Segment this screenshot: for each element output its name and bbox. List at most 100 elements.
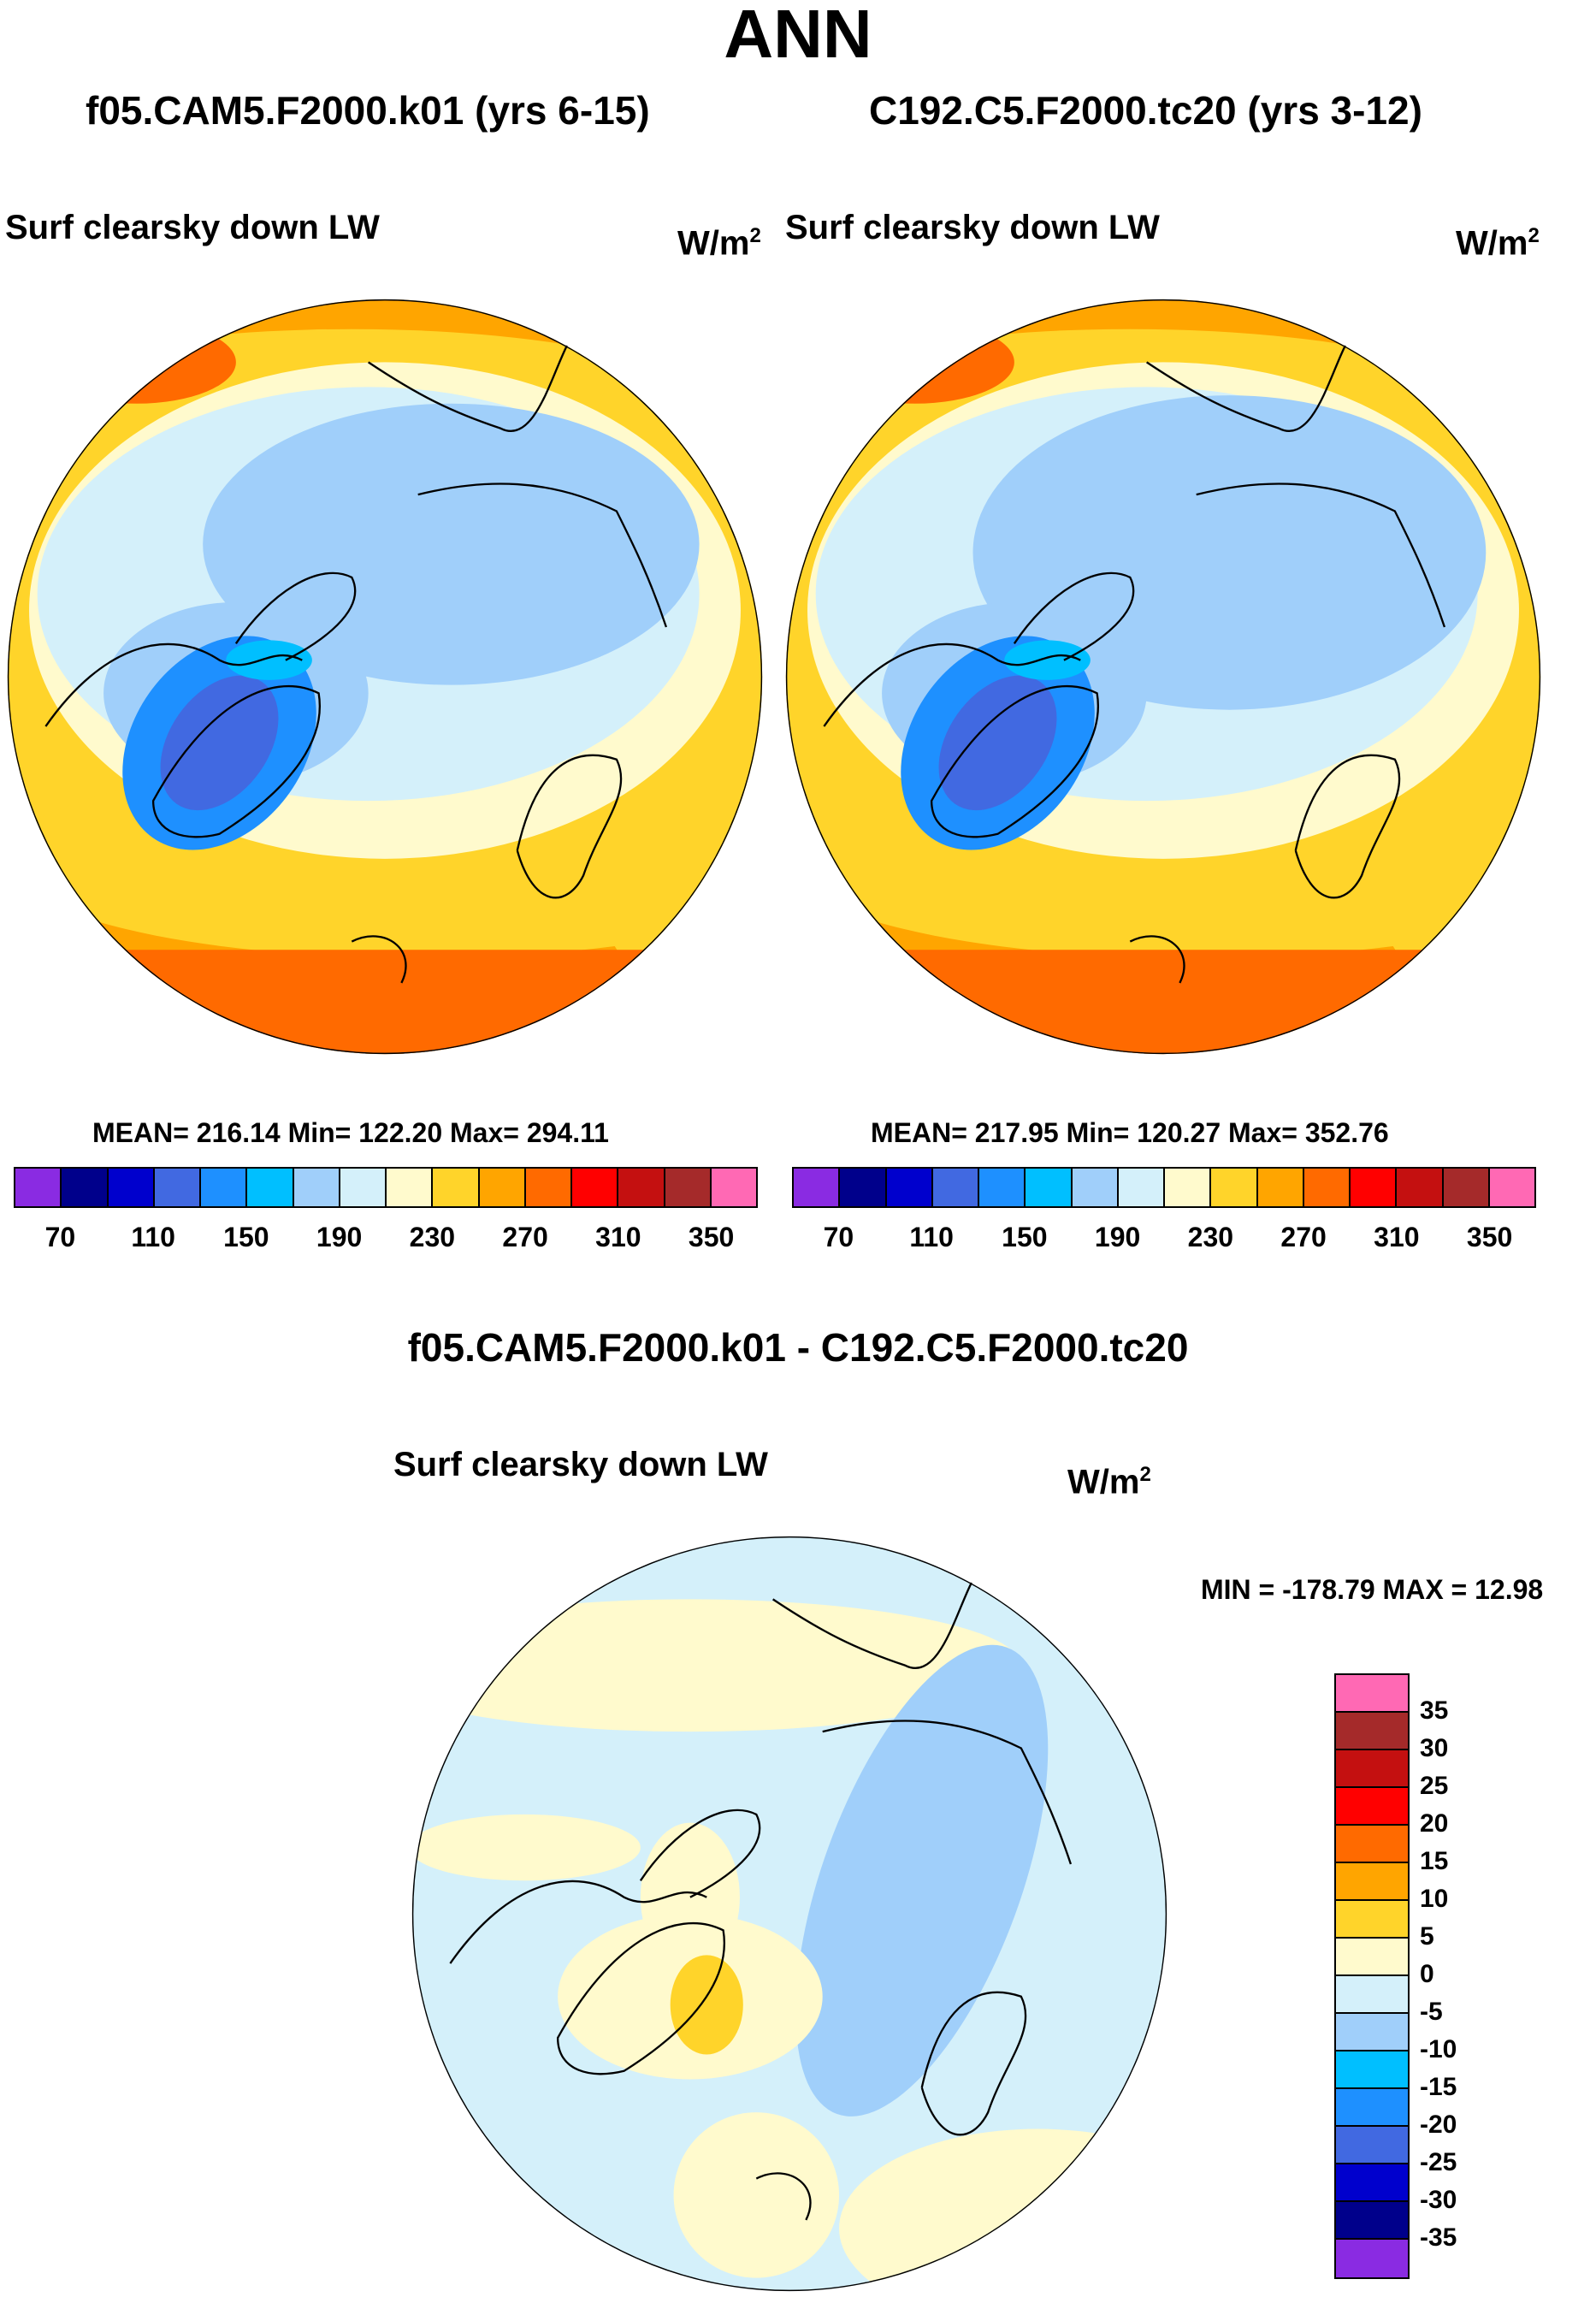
diff-stats: MIN = -178.79 MAX = 12.98	[1201, 1574, 1544, 1605]
colorbar-tick-label: 190	[1094, 1222, 1141, 1252]
colorbar-swatch	[154, 1169, 201, 1206]
colorbar-swatch	[293, 1169, 340, 1206]
colorbar-tick-label: 350	[688, 1222, 735, 1252]
colorbar-swatch	[1336, 2164, 1408, 2202]
contour-field-1	[7, 299, 763, 1055]
colorbar-swatch	[1072, 1169, 1119, 1206]
colorbar-swatch	[932, 1169, 979, 1206]
colorbar-tick-label: 0	[1420, 1960, 1434, 1988]
colorbar-tick-label: 30	[1420, 1734, 1449, 1762]
colorbar-tick-label: 150	[1002, 1222, 1048, 1252]
colorbar-tick-label: -25	[1420, 2148, 1457, 2176]
panel-1-colorbar-ticks: 70 110 150 190 230 270 310 350	[14, 1222, 758, 1256]
colorbar-tick-label: -20	[1420, 2111, 1457, 2139]
colorbar-swatch	[340, 1169, 387, 1206]
colorbar-swatch	[1489, 1169, 1534, 1206]
colorbar-swatch	[1336, 1976, 1408, 2014]
colorbar-swatch	[572, 1169, 619, 1206]
panel-2-units: W/m2	[1456, 224, 1540, 263]
colorbar-tick-label: 25	[1420, 1772, 1449, 1800]
coastlines-1	[44, 345, 668, 984]
colorbar-swatch	[886, 1169, 933, 1206]
colorbar-tick-label: 150	[223, 1222, 269, 1252]
panel-1-variable: Surf clearsky down LW	[5, 209, 380, 246]
diff-variable: Surf clearsky down LW	[393, 1446, 768, 1483]
colorbar-swatch	[1336, 2240, 1408, 2277]
panel-2-case-label: C192.C5.F2000.tc20 (yrs 3-12)	[869, 88, 1422, 133]
colorbar-tick-label: 270	[1280, 1222, 1327, 1252]
colorbar-tick-label: -35	[1420, 2223, 1457, 2252]
colorbar-swatch	[1351, 1169, 1398, 1206]
panel-1-stats: MEAN= 216.14 Min= 122.20 Max= 294.11	[92, 1117, 609, 1148]
colorbar-swatch	[711, 1169, 756, 1206]
polar-map-1	[7, 299, 763, 1055]
diff-colorbar	[1334, 1673, 1410, 2279]
colorbar-swatch	[1336, 2202, 1408, 2240]
colorbar-swatch	[1336, 1826, 1408, 1863]
colorbar-tick-label: -15	[1420, 2073, 1457, 2101]
colorbar-tick-label: 110	[909, 1222, 954, 1252]
colorbar-swatch	[1303, 1169, 1351, 1206]
colorbar-tick-label: 230	[409, 1222, 456, 1252]
panel-1-case-label: f05.CAM5.F2000.k01 (yrs 6-15)	[86, 88, 650, 133]
colorbar-tick-label: 270	[502, 1222, 548, 1252]
colorbar-swatch	[108, 1169, 155, 1206]
colorbar-swatch	[1257, 1169, 1304, 1206]
colorbar-tick-label: 350	[1466, 1222, 1513, 1252]
colorbar-tick-label: 15	[1420, 1847, 1449, 1875]
colorbar-swatch	[1336, 1863, 1408, 1901]
colorbar-swatch	[1336, 1750, 1408, 1788]
colorbar-tick-label: 190	[316, 1222, 363, 1252]
colorbar-swatch	[1336, 2014, 1408, 2051]
colorbar-tick-label: 35	[1420, 1696, 1449, 1725]
colorbar-swatch	[1336, 2089, 1408, 2127]
colorbar-swatch	[840, 1169, 887, 1206]
colorbar-swatch	[1118, 1169, 1165, 1206]
colorbar-swatch	[1336, 1939, 1408, 1976]
panel-2-variable: Surf clearsky down LW	[785, 209, 1160, 246]
panel-2-stats: MEAN= 217.95 Min= 120.27 Max= 352.76	[871, 1117, 1389, 1148]
colorbar-tick-label: 5	[1420, 1922, 1434, 1951]
colorbar-tick-label: 230	[1187, 1222, 1234, 1252]
colorbar-tick-label: -10	[1420, 2035, 1457, 2063]
colorbar-tick-label: -30	[1420, 2186, 1457, 2214]
colorbar-swatch	[1026, 1169, 1073, 1206]
colorbar-swatch	[1336, 1788, 1408, 1826]
colorbar-swatch	[1336, 2051, 1408, 2089]
colorbar-swatch	[479, 1169, 526, 1206]
colorbar-swatch	[1211, 1169, 1258, 1206]
colorbar-swatch	[1336, 1713, 1408, 1750]
colorbar-swatch	[1397, 1169, 1444, 1206]
panel-2-colorbar	[792, 1167, 1536, 1208]
colorbar-tick-label: 110	[131, 1222, 175, 1252]
colorbar-tick-label: 310	[595, 1222, 641, 1252]
diff-units: W/m2	[1067, 1463, 1151, 1501]
colorbar-swatch	[618, 1169, 665, 1206]
colorbar-swatch	[201, 1169, 248, 1206]
colorbar-tick-label: 70	[823, 1222, 854, 1252]
colorbar-swatch	[387, 1169, 434, 1206]
colorbar-tick-label: 310	[1374, 1222, 1420, 1252]
colorbar-swatch	[1165, 1169, 1212, 1206]
colorbar-swatch	[665, 1169, 712, 1206]
colorbar-tick-label: 20	[1420, 1809, 1449, 1838]
colorbar-swatch	[62, 1169, 109, 1206]
polar-map-diff	[411, 1536, 1167, 2292]
coastlines-2	[823, 345, 1446, 984]
colorbar-swatch	[794, 1169, 841, 1206]
colorbar-swatch	[525, 1169, 572, 1206]
polar-map-2	[785, 299, 1541, 1055]
colorbar-tick-label: 70	[44, 1222, 76, 1252]
diff-case-label: f05.CAM5.F2000.k01 - C192.C5.F2000.tc20	[407, 1325, 1189, 1370]
contour-field-2	[785, 299, 1541, 1055]
colorbar-swatch	[247, 1169, 294, 1206]
colorbar-swatch	[15, 1169, 62, 1206]
colorbar-tick-label: -5	[1420, 1998, 1443, 2026]
panel-1-units: W/m2	[677, 224, 761, 263]
colorbar-swatch	[1336, 2127, 1408, 2164]
page-title: ANN	[724, 0, 872, 72]
colorbar-swatch	[433, 1169, 480, 1206]
colorbar-swatch	[979, 1169, 1026, 1206]
colorbar-swatch	[1443, 1169, 1490, 1206]
panel-1-colorbar	[14, 1167, 758, 1208]
